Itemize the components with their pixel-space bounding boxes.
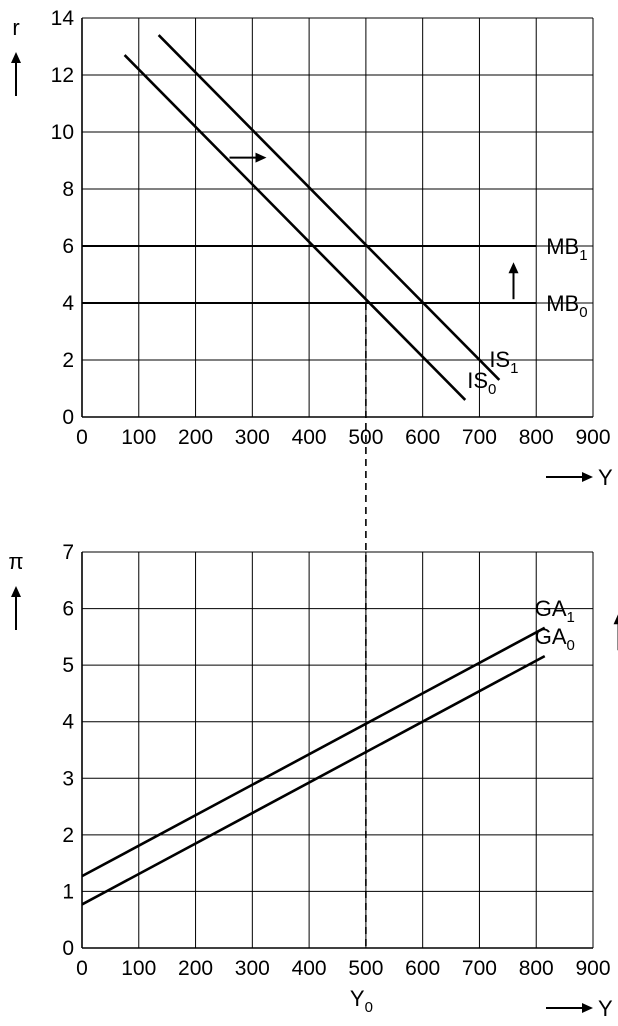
- bottom-y-tick-label: 7: [62, 541, 74, 564]
- top-x-tick-label: 400: [292, 426, 327, 449]
- top-x-tick-label: 100: [121, 426, 156, 449]
- bottom-x-tick-label: 600: [405, 957, 440, 980]
- series-ga1-label: GA1: [535, 596, 575, 626]
- bottom-x-tick-label: 900: [575, 957, 610, 980]
- top-y-axis-arrow-icon: [11, 52, 21, 63]
- series-is0-line: [123, 54, 467, 401]
- shared-annotations: Y0: [350, 303, 373, 1016]
- top-x-tick-label: 200: [178, 426, 213, 449]
- bottom-x-axis-arrow-icon: [582, 1003, 593, 1013]
- shift-up-arrow-icon: [613, 614, 618, 625]
- top-y-tick-label: 2: [62, 349, 74, 372]
- bottom-y-tick-label: 1: [62, 880, 74, 903]
- top-y-tick-label: 0: [62, 406, 74, 429]
- top-y-tick-label: 6: [62, 235, 74, 258]
- series-is1-label: IS1: [489, 347, 518, 377]
- top-y-tick-label: 8: [62, 178, 74, 201]
- bottom-x-tick-label: 0: [76, 957, 88, 980]
- bottom-y-tick-label: 3: [62, 767, 74, 790]
- bottom-y-axis-arrow-icon: [11, 586, 21, 597]
- bottom-x-tick-label: 200: [178, 957, 213, 980]
- top-y-tick-label: 12: [51, 64, 74, 87]
- bottom-x-tick-label: 300: [235, 957, 270, 980]
- series-is0-label: IS0: [467, 368, 496, 398]
- series-is1-line: [157, 34, 501, 381]
- bottom-y-tick-label: 5: [62, 654, 74, 677]
- bottom-y-tick-label: 0: [62, 937, 74, 960]
- bottom-x-tick-label: 400: [292, 957, 327, 980]
- top-x-tick-label: 900: [575, 426, 610, 449]
- y0-label: Y0: [350, 986, 373, 1016]
- bottom-x-tick-label: 100: [121, 957, 156, 980]
- top-x-tick-label: 300: [235, 426, 270, 449]
- chart-top-r-vs-y: 0 100 200 300 400 500 600 700 800 90002468101214r…: [11, 7, 613, 490]
- bottom-x-tick-label: 700: [462, 957, 497, 980]
- top-y-tick-label: 10: [51, 121, 74, 144]
- series-ga0-label: GA0: [535, 624, 575, 654]
- series-mb1-label: MB1: [546, 234, 587, 264]
- top-x-tick-label: 600: [405, 426, 440, 449]
- top-y-tick-label: 14: [51, 7, 75, 30]
- top-y-axis-label: r: [12, 15, 19, 40]
- top-x-axis-arrow-icon: [582, 472, 593, 482]
- top-y-tick-label: 4: [62, 292, 74, 315]
- series-ga0-line: [81, 654, 546, 906]
- bottom-y-tick-label: 6: [62, 598, 74, 621]
- shift-up-arrow-icon: [508, 262, 519, 274]
- top-x-tick-label: 800: [519, 426, 554, 449]
- chart-bottom-pi-vs-y: 0 100 200 300 400 500 600 700 800 900 0 1 2 3 4 5 6 7 π Y GA…: [8, 541, 618, 1021]
- bottom-y-tick-label: 2: [62, 824, 74, 847]
- top-x-tick-label: 0: [76, 426, 88, 449]
- series-mb0-label: MB0: [546, 291, 587, 321]
- top-x-axis-label: Y: [598, 465, 613, 490]
- bottom-x-tick-label: 800: [519, 957, 554, 980]
- bottom-y-axis-label: π: [8, 549, 23, 574]
- bottom-y-tick-label: 4: [62, 711, 74, 734]
- series-ga1-line: [81, 626, 546, 878]
- bottom-x-axis-label: Y: [598, 996, 613, 1021]
- shift-right-arrow-icon: [255, 152, 267, 163]
- bottom-x-tick-label: 500: [348, 957, 383, 980]
- top-x-tick-label: 700: [462, 426, 497, 449]
